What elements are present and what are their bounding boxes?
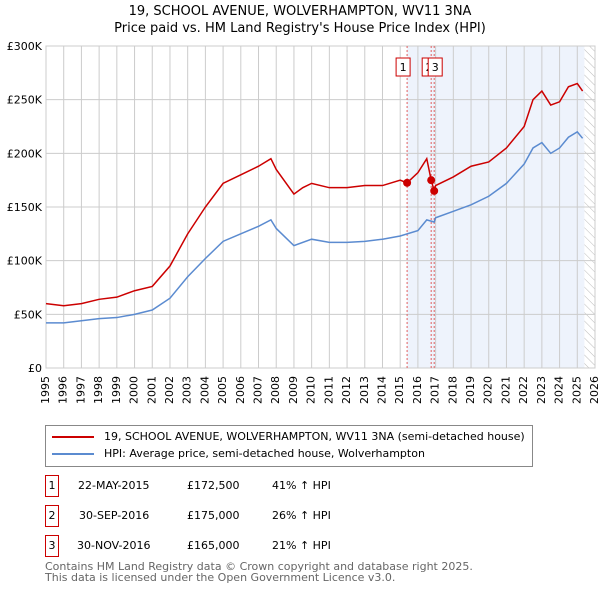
y-tick-label: £200K [7, 147, 43, 160]
sale-marker-label: 1 [45, 475, 59, 497]
x-tick-label: 2010 [305, 376, 318, 404]
x-tick-label: 2021 [499, 376, 512, 404]
x-tick-label: 2002 [163, 376, 176, 404]
x-tick-label: 2023 [535, 376, 548, 404]
sale-label-box [395, 57, 411, 77]
sale-label: 3 [432, 61, 439, 74]
x-tick-label: 2008 [269, 376, 282, 404]
sale-hpi: 26% ↑ HPI [272, 509, 331, 522]
y-tick-label: £0 [28, 362, 42, 375]
legend-swatch-hpi [52, 452, 94, 455]
x-tick-label: 1995 [39, 376, 52, 404]
hpi-line [46, 130, 584, 324]
x-tick-label: 2011 [322, 376, 335, 404]
chart-subtitle: Price paid vs. HM Land Registry's House … [114, 21, 486, 36]
x-tick-label: 1999 [110, 376, 123, 404]
x-tick-label: 2015 [393, 376, 406, 404]
sale-price: £175,000 [187, 509, 240, 522]
legend-label-property: 19, SCHOOL AVENUE, WOLVERHAMPTON, WV11 3… [104, 430, 525, 443]
sale-point [403, 178, 412, 187]
sale-hpi: 21% ↑ HPI [272, 539, 331, 552]
plot-area: 1995 1996 1997 1998 1999 2000 2001 2002 2003 2004… [7, 40, 600, 404]
x-tick-label: 2022 [517, 376, 530, 404]
x-tick-label: 1996 [57, 376, 70, 404]
y-tick-label: £150K [7, 201, 43, 214]
y-tick-label: £300K [7, 40, 43, 53]
x-tick-label: 2009 [287, 376, 300, 404]
sale-marker-label: 3 [45, 535, 59, 557]
y-tick-label: £100K [7, 255, 43, 268]
chart-title: 19, SCHOOL AVENUE, WOLVERHAMPTON, WV11 3… [128, 4, 472, 19]
x-tick-label: 2013 [358, 376, 371, 404]
x-tick-label: 2003 [181, 376, 194, 404]
x-tick-label: 2004 [198, 376, 211, 404]
y-tick-label: £50K [14, 308, 43, 321]
sale-label: 1 [400, 61, 407, 74]
legend: 19, SCHOOL AVENUE, WOLVERHAMPTON, WV11 3… [45, 425, 533, 467]
plot-border [45, 45, 596, 369]
footer: Contains HM Land Registry data © Crown c… [45, 561, 473, 583]
legend-swatch-property [52, 435, 94, 438]
sale-point [430, 186, 439, 195]
sale-date: 30-NOV-2016 [77, 539, 151, 552]
property-price-line [45, 82, 584, 307]
x-tick-label: 2001 [145, 376, 158, 404]
sale-hpi: 41% ↑ HPI [272, 479, 331, 492]
sale-label-box [427, 57, 443, 77]
x-tick-label: 2017 [429, 376, 442, 404]
x-tick-label: 2018 [446, 376, 459, 404]
x-tick-label: 2024 [553, 376, 566, 404]
sale-price: £165,000 [187, 539, 240, 552]
x-tick-label: 2012 [340, 376, 353, 404]
sale-point [427, 176, 436, 185]
footer-line: Contains HM Land Registry data © Crown c… [45, 560, 473, 573]
x-tick-label: 1998 [92, 376, 105, 404]
x-tick-label: 2000 [128, 376, 141, 404]
x-tick-label: 2019 [464, 376, 477, 404]
sale-date: 30-SEP-2016 [79, 509, 150, 522]
x-tick-label: 2007 [252, 376, 265, 404]
x-tick-label: 2014 [375, 376, 388, 404]
x-tick-label: 1997 [74, 376, 87, 404]
x-tick-label: 2026 [588, 376, 600, 404]
legend-label-hpi: HPI: Average price, semi-detached house,… [104, 447, 425, 460]
table-row: 1 22-MAY-2015 £172,500 41% ↑ HPI [45, 475, 545, 497]
footer-line: This data is licensed under the Open Gov… [45, 571, 396, 584]
sale-date: 22-MAY-2015 [78, 479, 150, 492]
x-tick-label: 2025 [570, 376, 583, 404]
x-tick-label: 2016 [411, 376, 424, 404]
sale-marker-label: 2 [45, 505, 59, 527]
x-tick-label: 2020 [482, 376, 495, 404]
x-tick-label: 2005 [216, 376, 229, 404]
sale-price: £172,500 [187, 479, 240, 492]
table-row: 3 30-NOV-2016 £165,000 21% ↑ HPI [45, 535, 545, 557]
x-tick-label: 2006 [234, 376, 247, 404]
table-row: 2 30-SEP-2016 £175,000 26% ↑ HPI [45, 505, 545, 527]
y-tick-label: £250K [7, 94, 43, 107]
